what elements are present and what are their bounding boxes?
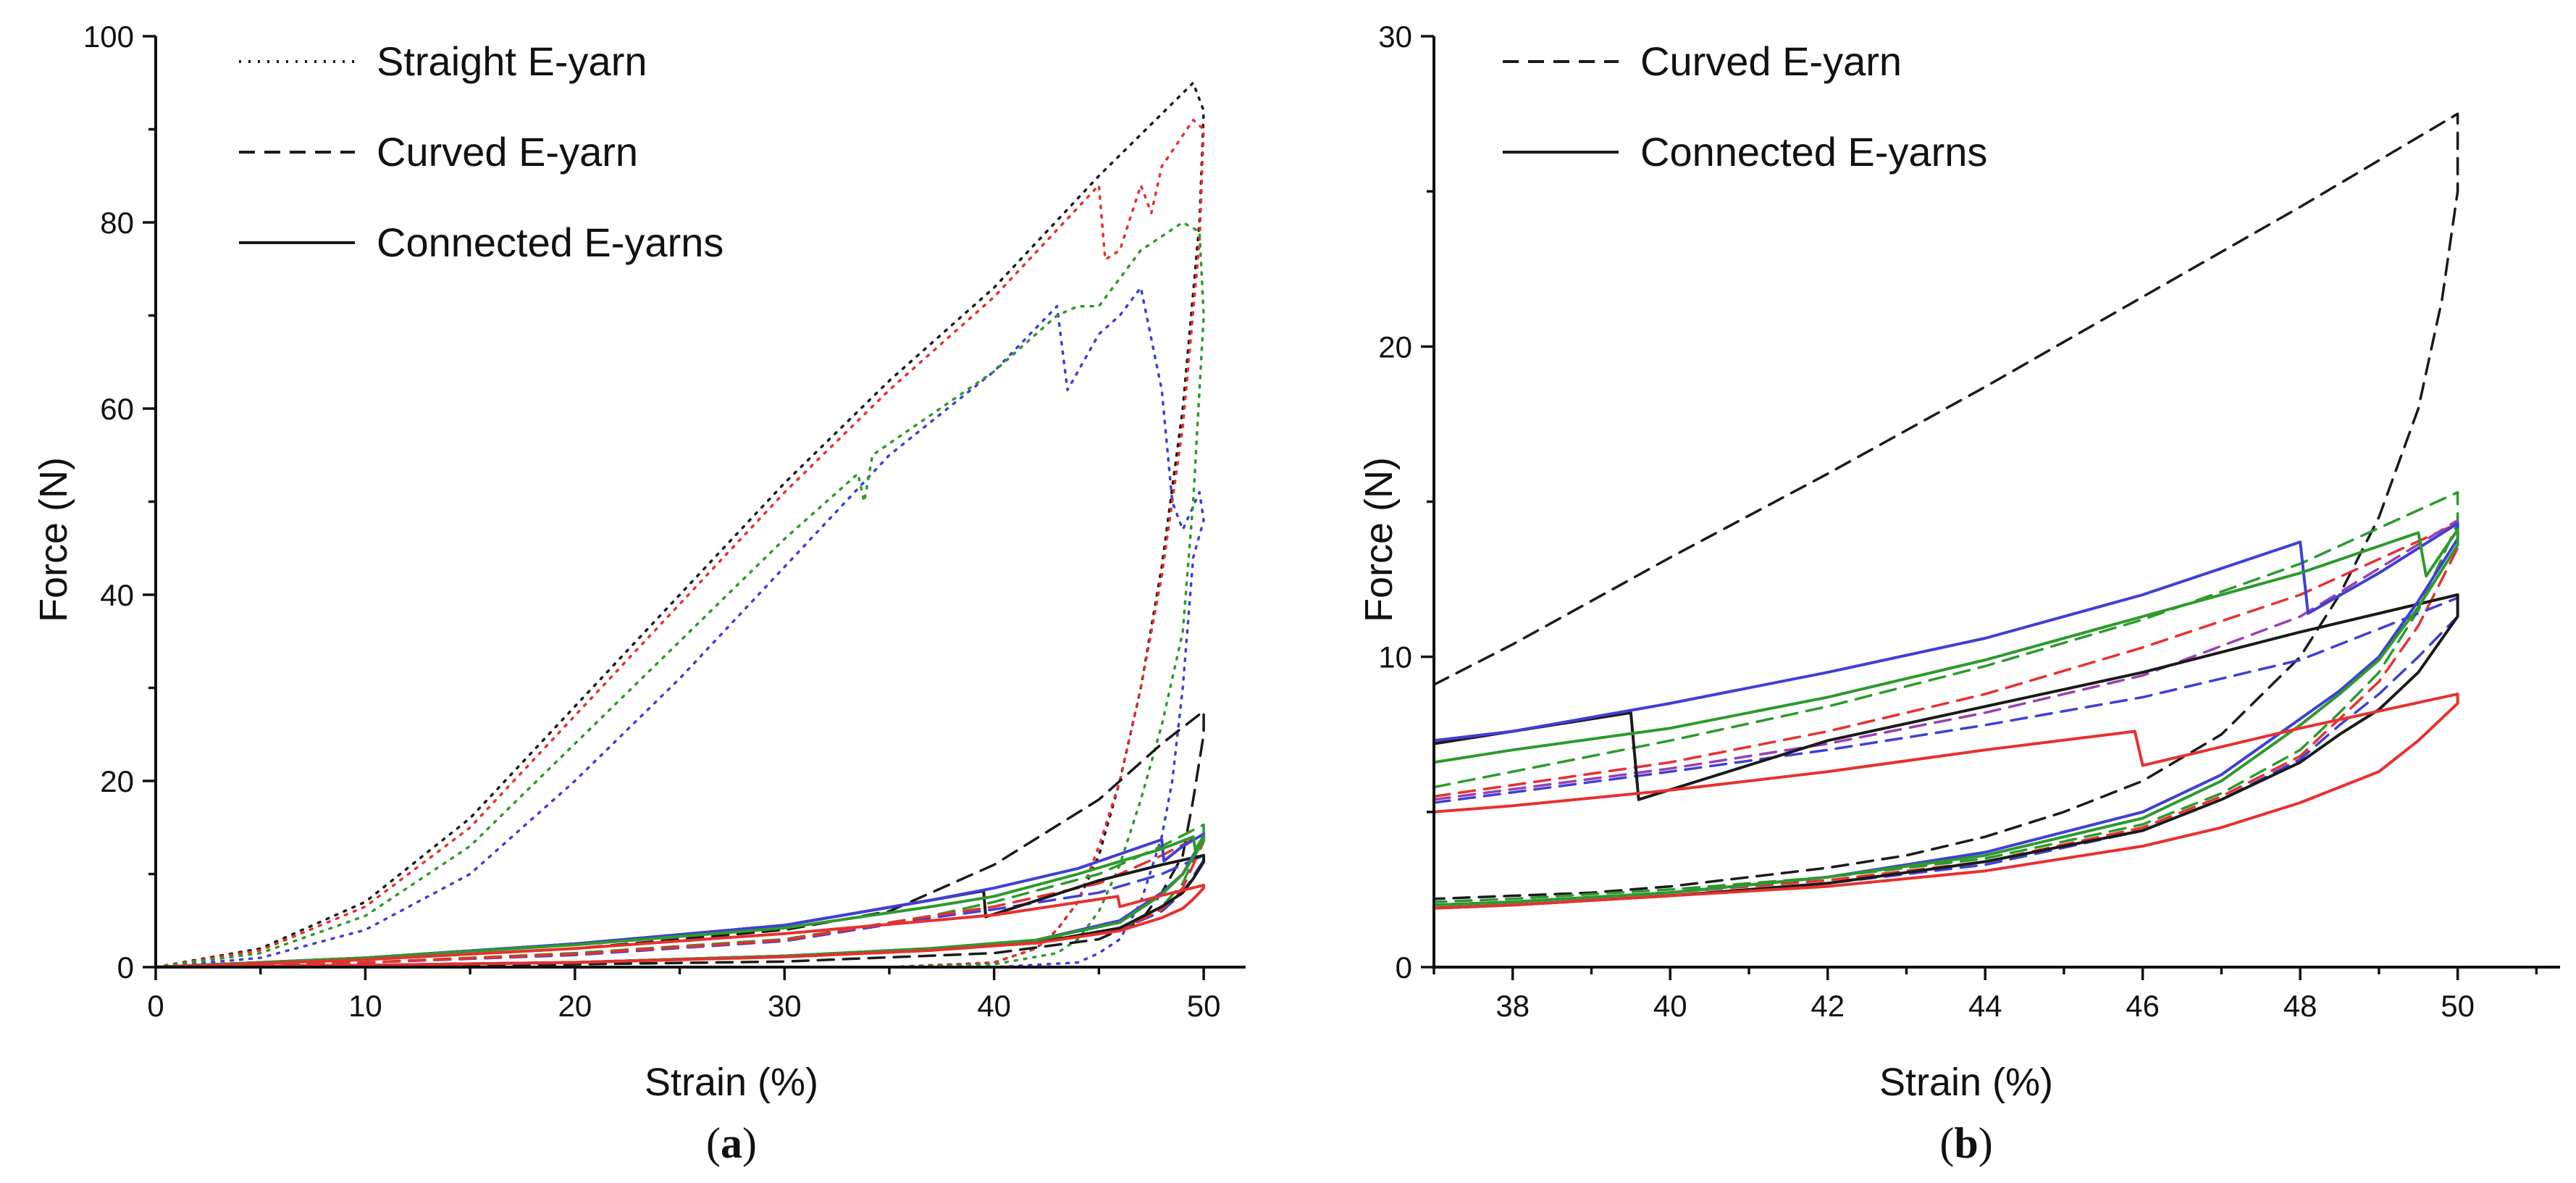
panel-a-legend-label: Straight E-yarn (377, 38, 647, 84)
panel-a-series-8 (156, 853, 1206, 967)
panel-b-chart: 38 40 42 44 46 48 50 0 10 20 30 Curved E-yarn Conne… (1357, 20, 2560, 1167)
panel-a-y-tick-label: 0 (117, 950, 134, 985)
panel-b-caption: (b) (1939, 1119, 1992, 1167)
panel-a-y-tick-label: 60 (100, 392, 134, 426)
panel-b-x-axis-label: Strain (%) (1879, 1061, 2053, 1104)
panel-b-x-tick-label: 48 (2283, 989, 2317, 1023)
panel-b-x-tick-label: 50 (2441, 989, 2475, 1023)
panel-b-series-0 (1434, 112, 2459, 900)
panel-b-series-3 (1434, 596, 2459, 910)
panel-b-legend: Curved E-yarn Connected E-yarns (1503, 38, 1987, 175)
panel-a-series-6 (156, 854, 1205, 967)
panel-a-x-axis-label: Strain (%) (645, 1061, 818, 1104)
panel-a-x-tick-label: 50 (1187, 989, 1221, 1023)
panel-b-axes: 38 40 42 44 46 48 50 0 10 20 30 (1378, 20, 2560, 1023)
panel-a-chart: 0 10 20 30 40 50 0 20 40 60 80 100 Straight E-yarn C… (32, 20, 1246, 1167)
panel-a-axes: 0 10 20 30 40 50 0 20 40 60 80 100 (83, 20, 1246, 1023)
panel-b-x-tick-label: 44 (1968, 989, 2002, 1023)
panel-a-legend-label: Curved E-yarn (377, 129, 638, 175)
panel-b-legend-label: Curved E-yarn (1640, 38, 1902, 84)
panel-a-x-tick-label: 0 (147, 989, 164, 1023)
panel-a-x-tick-label: 40 (977, 989, 1011, 1023)
panel-a-legend: Straight E-yarn Curved E-yarn Connected E-… (239, 38, 723, 265)
panel-b-series-1 (1434, 490, 2459, 903)
panel-a-legend-label: Connected E-yarns (377, 220, 723, 265)
panel-b-series-7 (1434, 528, 2459, 907)
panel-a-y-tick-label: 80 (100, 206, 134, 240)
panel-a-caption: (a) (706, 1119, 757, 1167)
panel-a-series-3 (156, 221, 1205, 967)
panel-b-x-tick-label: 40 (1653, 989, 1687, 1023)
panel-a-series-11 (156, 883, 1206, 967)
panel-a-series-0 (156, 81, 1205, 967)
panel-b-x-tick-label: 38 (1495, 989, 1530, 1023)
panel-b-legend-label: Connected E-yarns (1640, 129, 1987, 175)
panel-b-x-tick-label: 42 (1811, 989, 1845, 1023)
panel-a-y-tick-label: 40 (100, 578, 134, 612)
panel-a-series-2 (156, 286, 1205, 967)
panel-b-series-5 (1434, 593, 2459, 910)
panel-b-x-tick-label: 46 (2126, 989, 2160, 1023)
panel-a-y-axis-label: Force (N) (32, 457, 75, 622)
panel-b-y-axis-label: Force (N) (1357, 457, 1401, 622)
panel-b-series-4 (1434, 519, 2459, 801)
panel-a-y-tick-label: 20 (100, 764, 134, 798)
panel-a-x-tick-label: 10 (348, 989, 382, 1023)
panel-a-series-1 (156, 118, 1205, 967)
panel-a-lines (156, 81, 1206, 967)
panel-b-lines (1434, 112, 2459, 910)
panel-a-x-tick-label: 20 (558, 989, 592, 1023)
panel-b-series-2 (1434, 522, 2459, 907)
panel-a-y-tick-label: 100 (83, 20, 134, 54)
panel-b-y-tick-label: 0 (1396, 950, 1412, 985)
panel-b-y-tick-label: 30 (1378, 20, 1412, 54)
panel-b-y-tick-label: 20 (1378, 330, 1412, 364)
panel-b-series-8 (1434, 693, 2459, 910)
panel-a-x-tick-label: 30 (768, 989, 802, 1023)
panel-b-series-6 (1434, 522, 2459, 907)
panel-b-y-tick-label: 10 (1378, 640, 1412, 674)
